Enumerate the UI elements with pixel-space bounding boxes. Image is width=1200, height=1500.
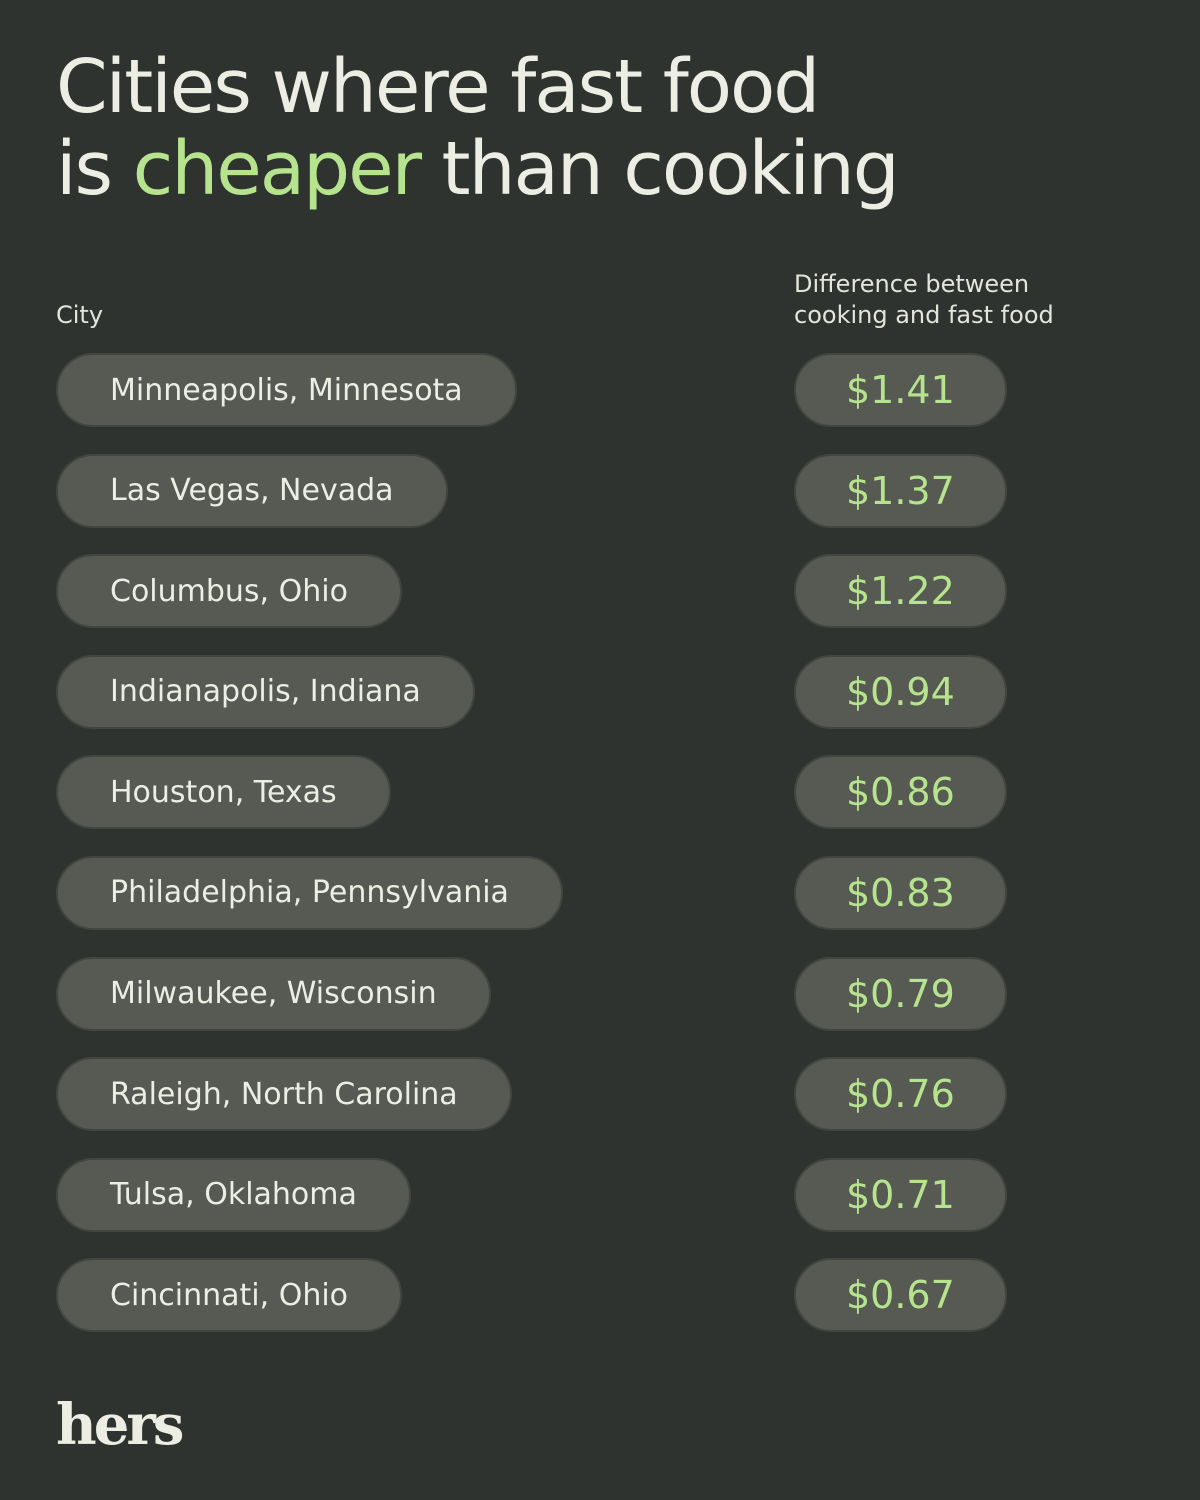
city-pill: Cincinnati, Ohio [56, 1258, 403, 1333]
list-item: Indianapolis, Indiana $0.94 [0, 654, 1200, 733]
difference-pill: $1.22 [794, 554, 1007, 629]
difference-pill: $0.71 [794, 1157, 1007, 1232]
list-item: Columbus, Ohio $1.22 [0, 554, 1200, 632]
page-title: Cities where fast food is cheaper than c… [56, 44, 900, 212]
city-pill: Tulsa, Oklahoma [56, 1157, 411, 1232]
difference-column-header: Difference between cooking and fast food [794, 269, 1094, 331]
difference-pill: $0.86 [794, 755, 1007, 830]
title-line-1: Cities where fast food [56, 44, 820, 130]
city-column-header: City [56, 301, 104, 329]
difference-pill: $0.76 [794, 1057, 1007, 1132]
city-pill: Indianapolis, Indiana [56, 654, 475, 729]
difference-header-line-1: Difference between [794, 270, 1030, 298]
difference-pill: $0.67 [794, 1258, 1007, 1333]
city-list: Minneapolis, Minnesota $1.41 Las Vegas, … [0, 353, 1200, 1359]
list-item: Cincinnati, Ohio $0.67 [0, 1258, 1200, 1336]
city-pill: Philadelphia, Pennsylvania [56, 855, 563, 930]
city-pill: Milwaukee, Wisconsin [56, 956, 491, 1031]
list-item: Houston, Texas $0.86 [0, 755, 1200, 833]
difference-pill: $0.94 [794, 654, 1007, 729]
difference-pill: $0.83 [794, 855, 1007, 930]
list-item: Tulsa, Oklahoma $0.71 [0, 1157, 1200, 1236]
list-item: Las Vegas, Nevada $1.37 [0, 453, 1200, 532]
city-pill: Raleigh, North Carolina [56, 1057, 512, 1132]
city-pill: Las Vegas, Nevada [56, 453, 448, 528]
city-pill: Columbus, Ohio [56, 554, 402, 629]
difference-pill: $1.41 [794, 353, 1007, 427]
title-line-2-prefix: is [56, 126, 133, 212]
title-line-2-suffix: than cooking [420, 126, 900, 212]
title-accent-word: cheaper [132, 126, 422, 212]
brand-logo: hers [56, 1392, 184, 1458]
list-item: Philadelphia, Pennsylvania $0.83 [0, 855, 1200, 934]
city-pill: Houston, Texas [56, 755, 391, 830]
list-item: Raleigh, North Carolina $0.76 [0, 1057, 1200, 1135]
difference-pill: $1.37 [794, 453, 1007, 528]
city-pill: Minneapolis, Minnesota [56, 353, 517, 427]
difference-pill: $0.79 [794, 956, 1007, 1031]
list-item: Minneapolis, Minnesota $1.41 [0, 353, 1200, 431]
list-item: Milwaukee, Wisconsin $0.79 [0, 956, 1200, 1035]
difference-header-line-2: cooking and fast food [794, 301, 1054, 329]
